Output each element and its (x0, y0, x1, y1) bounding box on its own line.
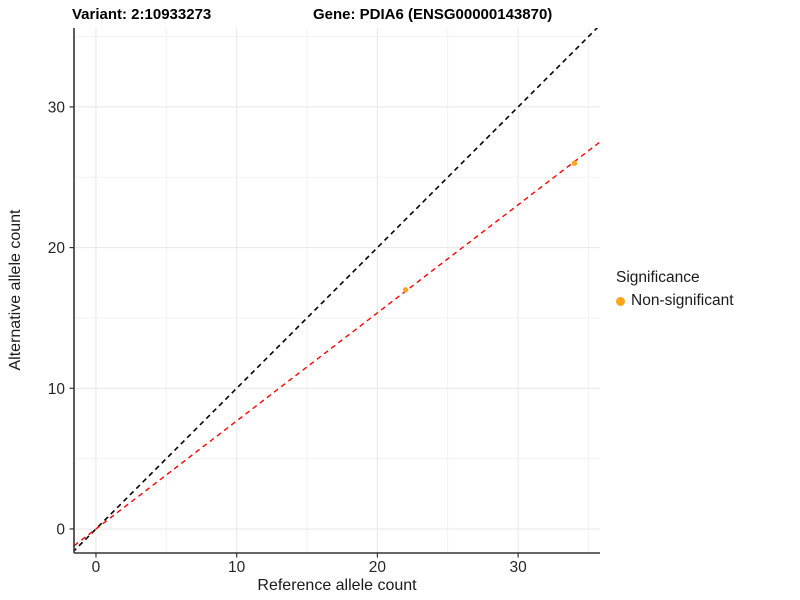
y-tick-label: 10 (48, 381, 66, 398)
legend-entry-label: Non-significant (631, 292, 734, 309)
plot-title-gene: Gene: PDIA6 (ENSG00000143870) (313, 6, 553, 23)
fit-line (74, 141, 600, 547)
x-tick-label: 0 (92, 559, 101, 576)
legend-entry: Non-significant (616, 292, 734, 310)
y-tick-label: 0 (56, 521, 65, 538)
identity-line (74, 28, 599, 553)
data-point (571, 160, 578, 166)
x-tick-label: 30 (509, 559, 527, 576)
plot-title-variant: Variant: 2:10933273 (72, 6, 212, 23)
y-tick-label: 20 (48, 240, 66, 257)
legend: Significance Non-significant (616, 269, 734, 310)
x-axis-title: Reference allele count (257, 577, 417, 594)
x-tick-label: 10 (228, 559, 246, 576)
x-tick-label: 20 (369, 559, 387, 576)
y-axis-title: Alternative allele count (7, 209, 24, 371)
legend-title: Significance (616, 269, 700, 286)
y-tick-label: 30 (48, 99, 66, 116)
legend-point-icon (616, 296, 625, 306)
data-point (402, 287, 409, 293)
